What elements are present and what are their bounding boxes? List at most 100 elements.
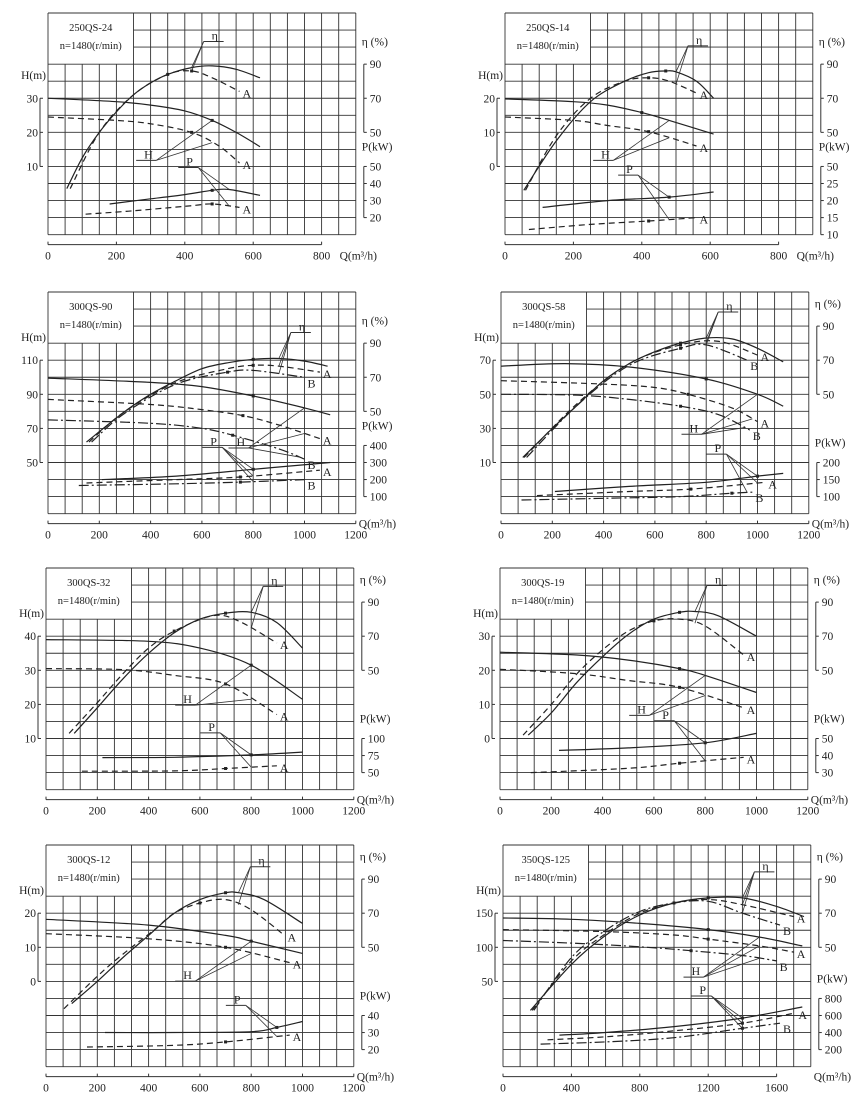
eta-curve-A xyxy=(69,70,240,189)
operating-point-marker xyxy=(647,130,651,134)
eta-group-label: η xyxy=(696,33,702,47)
x-tick-label: 1600 xyxy=(765,1083,788,1095)
eta-curve-B xyxy=(533,900,781,1011)
speed-label: n=1480(r/min) xyxy=(58,596,120,607)
operating-point-marker xyxy=(640,111,644,115)
p-tick-label: 40 xyxy=(368,1011,380,1023)
x-tick-label: 1000 xyxy=(745,806,768,818)
operating-point-marker xyxy=(251,357,255,361)
x-axis-label: Q(m³/h) xyxy=(357,1072,394,1084)
leader-line xyxy=(221,446,254,470)
h-curve-B xyxy=(47,419,305,460)
x-axis-label: Q(m³/h) xyxy=(357,795,394,807)
leader-line xyxy=(195,698,252,706)
eta-curve-A xyxy=(68,614,278,734)
series-end-label: A xyxy=(243,158,252,172)
h-curve xyxy=(45,639,303,700)
x-tick-label: 800 xyxy=(243,806,261,818)
leader-line xyxy=(649,695,706,716)
h-tick-label: 10 xyxy=(25,734,37,746)
grid xyxy=(502,844,812,1068)
x-tick-label: 1200 xyxy=(796,806,819,818)
series-end-label: A xyxy=(761,350,770,364)
h-tick-label: 40 xyxy=(25,631,37,643)
eta-axis-label: η (%) xyxy=(360,851,386,863)
operating-point-marker xyxy=(224,1040,228,1044)
grid xyxy=(504,12,814,236)
eta-tick-label: 50 xyxy=(822,665,834,677)
p-tick-label: 600 xyxy=(825,1011,843,1023)
x-tick-label: 400 xyxy=(140,806,158,818)
p-tick-label: 400 xyxy=(825,1028,843,1040)
eta-curve-B xyxy=(526,343,748,458)
h-curve-A xyxy=(47,116,240,164)
eta-curve-A xyxy=(522,618,745,736)
p-tick-label: 40 xyxy=(370,179,382,191)
x-tick-label: 400 xyxy=(595,530,613,542)
eta-tick-label: 90 xyxy=(822,597,834,609)
operating-point-marker xyxy=(226,370,230,374)
p-curve xyxy=(101,461,331,481)
series-end-label: A xyxy=(323,367,332,381)
h-axis-label: H(m) xyxy=(19,885,44,897)
eta-tick-label: 50 xyxy=(370,127,382,139)
h-group-label: H xyxy=(692,964,701,978)
eta-tick-label: 70 xyxy=(368,631,380,643)
leader-line xyxy=(248,407,305,449)
eta-curve xyxy=(86,357,328,443)
h-group-label: H xyxy=(183,692,192,706)
p-curve-A xyxy=(528,217,697,231)
leader-line xyxy=(675,45,689,72)
x-tick-label: 0 xyxy=(498,530,504,542)
p-group-label: P xyxy=(662,708,669,722)
operating-point-marker xyxy=(689,487,693,491)
h-curve xyxy=(500,362,784,407)
h-tick-label: 20 xyxy=(25,908,37,920)
x-tick-label: 800 xyxy=(698,530,716,542)
eta-group-label: η xyxy=(715,572,721,586)
chart-title: 300QS-32 xyxy=(67,578,110,589)
chart-title: 300QS-19 xyxy=(521,578,564,589)
series-end-label: B xyxy=(783,1022,791,1036)
x-tick-label: 200 xyxy=(544,530,562,542)
p-tick-label: 150 xyxy=(823,475,841,487)
h-curve xyxy=(504,98,714,135)
p-axis-label: P(kW) xyxy=(819,141,850,153)
leader-line xyxy=(742,871,755,914)
p-curve xyxy=(104,1020,303,1034)
h-axis-label: H(m) xyxy=(476,885,501,897)
operating-point-marker xyxy=(679,341,683,345)
leader-line xyxy=(198,167,230,190)
leader-line xyxy=(197,167,230,207)
leader-line xyxy=(711,995,743,1019)
leader-line xyxy=(278,332,292,359)
eta-group-label: η xyxy=(258,854,264,868)
operating-point-marker xyxy=(251,394,255,398)
eta-axis-label: η (%) xyxy=(815,298,841,310)
x-tick-label: 0 xyxy=(502,251,508,263)
x-tick-label: 600 xyxy=(191,1083,209,1095)
series-end-label: A xyxy=(293,958,302,972)
leader-line xyxy=(637,174,670,198)
leader-line xyxy=(703,936,760,978)
x-tick-label: 1200 xyxy=(344,530,367,542)
x-tick-label: 1000 xyxy=(291,1083,314,1095)
leader-line xyxy=(612,120,670,161)
operating-point-marker xyxy=(672,901,676,905)
operating-point-marker xyxy=(198,901,202,905)
h-curve-A xyxy=(45,933,290,964)
p-tick-label: 50 xyxy=(827,161,839,173)
eta-group-label: η xyxy=(726,299,732,313)
eta-tick-label: 90 xyxy=(827,59,839,71)
h-tick-label: 10 xyxy=(479,699,491,711)
p-group-label: P xyxy=(208,720,215,734)
x-tick-label: 600 xyxy=(245,251,263,263)
h-axis-label: H(m) xyxy=(473,608,498,620)
p-tick-label: 100 xyxy=(823,492,841,504)
h-group-label: H xyxy=(690,421,699,435)
series-end-label: B xyxy=(308,479,316,493)
h-tick-label: 100 xyxy=(476,942,494,954)
series-end-label: A xyxy=(768,477,777,491)
p-curve-B xyxy=(78,479,305,487)
